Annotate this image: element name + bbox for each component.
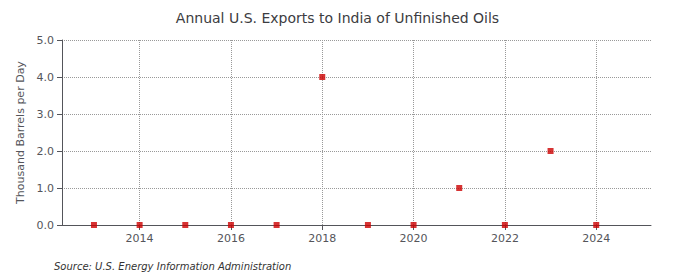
svg-text:2014: 2014: [126, 232, 154, 245]
svg-text:2.0: 2.0: [37, 145, 55, 158]
svg-text:2018: 2018: [308, 232, 336, 245]
svg-text:3.0: 3.0: [37, 108, 55, 121]
svg-text:Source: U.S. Energy Informatio: Source: U.S. Energy Information Administ…: [54, 261, 291, 272]
svg-text:4.0: 4.0: [37, 71, 55, 84]
svg-text:2016: 2016: [217, 232, 245, 245]
svg-text:2020: 2020: [400, 232, 428, 245]
svg-text:1.0: 1.0: [37, 182, 55, 195]
svg-text:Thousand Barrels per Day: Thousand Barrels per Day: [14, 61, 27, 205]
svg-text:2024: 2024: [582, 232, 610, 245]
svg-text:2022: 2022: [491, 232, 519, 245]
svg-text:5.0: 5.0: [37, 34, 55, 47]
svg-text:0.0: 0.0: [37, 219, 55, 232]
svg-text:Annual U.S. Exports to India o: Annual U.S. Exports to India of Unfinish…: [176, 10, 499, 26]
